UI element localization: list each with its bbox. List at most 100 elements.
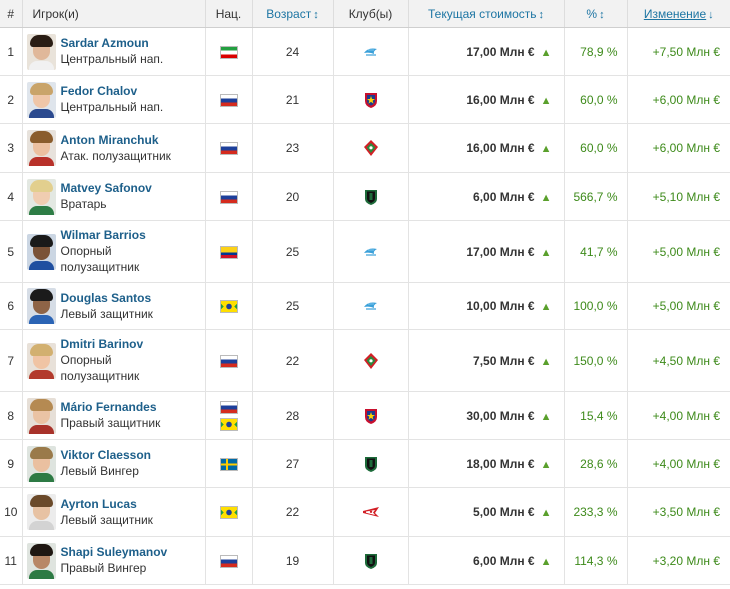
club-krasnodar-icon[interactable] [362, 553, 380, 569]
club-zenit-icon[interactable] [362, 298, 380, 312]
player-photo[interactable] [26, 178, 56, 215]
player-position: Опорный полузащитник [60, 244, 140, 274]
player-cell: Shapi Suleymanov Правый Вингер [22, 536, 206, 585]
player-cell: Douglas Santos Левый защитник [22, 282, 206, 330]
flag-brazil-icon [219, 300, 238, 314]
club-lokomotiv-icon[interactable] [362, 352, 380, 369]
club-cska-icon[interactable] [362, 408, 380, 424]
flag-russia-icon [219, 142, 238, 156]
row-number: 11 [0, 536, 23, 585]
value-change-cell: +5,00 Млн € [627, 282, 730, 330]
value-change-cell: +5,00 Млн € [627, 220, 730, 283]
player-photo[interactable] [26, 33, 56, 70]
player-name-link[interactable]: Wilmar Barrios [60, 228, 146, 242]
percent-change-cell: 78,9 % [564, 27, 628, 76]
club-cell [333, 536, 409, 585]
market-value[interactable]: 5,00 Млн € [473, 505, 535, 519]
percent-change-cell: 150,0 % [564, 329, 628, 392]
club-zenit-icon[interactable] [362, 44, 380, 58]
player-name-link[interactable]: Mário Fernandes [60, 400, 157, 414]
market-value[interactable]: 6,00 Млн € [473, 553, 535, 568]
market-value-cell: 10,00 Млн € ▲ [408, 282, 565, 330]
club-cell [333, 391, 409, 440]
player-name-link[interactable]: Sardar Azmoun [60, 36, 149, 50]
player-name-link[interactable]: Shapi Suleymanov [60, 545, 168, 559]
row-number: 1 [0, 27, 23, 76]
club-cell [333, 282, 409, 330]
player-photo[interactable] [26, 233, 56, 270]
market-value-cell: 17,00 Млн € ▲ [408, 27, 565, 76]
club-krasnodar-icon[interactable] [362, 189, 380, 205]
player-name-link[interactable]: Douglas Santos [60, 290, 152, 305]
sort-desc-icon: ↓ [708, 8, 714, 21]
market-value-cell: 6,00 Млн € ▲ [408, 172, 565, 221]
table-row: 7 Dmitri Barinov Опорный полузащитник 22 7,5… [0, 329, 730, 392]
flag-iran-icon [219, 45, 238, 59]
player-photo[interactable] [26, 81, 56, 118]
header-change-sort[interactable]: Изменение ↓ [627, 0, 730, 28]
market-value[interactable]: 17,00 Млн € [466, 44, 535, 59]
nationality-cell [205, 487, 253, 537]
flag-russia-icon [219, 400, 238, 414]
header-player: Игрок(и) [22, 0, 206, 28]
arrow-up-icon: ▲ [540, 143, 552, 155]
club-cell [333, 329, 409, 392]
row-number: 6 [0, 282, 23, 330]
player-cell: Sardar Azmoun Центральный нап. [22, 27, 206, 76]
table-row: 10 Ayrton Lucas Левый защитник 22 5,00 Млн €… [0, 487, 730, 537]
player-photo[interactable] [26, 342, 56, 379]
club-lokomotiv-icon[interactable] [362, 140, 380, 156]
player-name-link[interactable]: Anton Miranchuk [60, 132, 159, 147]
nationality-cell [205, 27, 253, 76]
arrow-up-icon: ▲ [540, 46, 552, 59]
market-value-cell: 5,00 Млн € ▲ [408, 487, 565, 537]
nationality-cell [205, 282, 253, 330]
age-cell: 24 [252, 27, 334, 76]
player-name-link[interactable]: Dmitri Barinov [60, 337, 144, 351]
sort-icon: ↕ [538, 8, 545, 21]
market-value-cell: 16,00 Млн € ▲ [408, 75, 565, 124]
market-value[interactable]: 30,00 Млн € [466, 408, 535, 423]
club-spartak-icon[interactable] [362, 504, 380, 518]
player-name-link[interactable]: Ayrton Lucas [60, 496, 137, 511]
row-number: 3 [0, 123, 23, 173]
player-photo[interactable] [26, 130, 56, 166]
player-photo[interactable] [26, 494, 56, 530]
market-value[interactable]: 18,00 Млн € [466, 456, 535, 471]
arrow-up-icon: ▲ [540, 410, 552, 423]
age-cell: 25 [252, 220, 334, 283]
player-photo[interactable] [26, 288, 56, 324]
header-pct-sort[interactable]: % ↕ [564, 0, 628, 28]
player-position: Правый защитник [60, 416, 161, 430]
flag-russia-icon [219, 554, 238, 568]
market-value[interactable]: 7,50 Млн € [473, 353, 535, 368]
club-krasnodar-icon[interactable] [362, 456, 380, 472]
player-name-link[interactable]: Matvey Safonov [60, 181, 152, 195]
player-photo[interactable] [26, 397, 56, 434]
player-name-link[interactable]: Viktor Claesson [60, 448, 151, 462]
nationality-cell [205, 391, 253, 440]
player-name-link[interactable]: Fedor Chalov [60, 84, 138, 98]
market-value[interactable]: 10,00 Млн € [466, 299, 535, 313]
market-value-cell: 7,50 Млн € ▲ [408, 329, 565, 392]
percent-change-cell: 566,7 % [564, 172, 628, 221]
player-position: Атак. полузащитник [60, 148, 171, 163]
club-zenit-icon[interactable] [362, 244, 380, 258]
header-value-sort[interactable]: Текущая стоимость ↕ [408, 0, 565, 28]
market-value[interactable]: 16,00 Млн € [466, 92, 535, 107]
club-cell [333, 439, 409, 488]
market-value[interactable]: 6,00 Млн € [473, 189, 535, 204]
nationality-cell [205, 439, 253, 488]
player-photo[interactable] [26, 542, 56, 579]
player-photo[interactable] [26, 445, 56, 482]
club-cska-icon[interactable] [362, 92, 380, 108]
value-change-cell: +7,50 Млн € [627, 27, 730, 76]
flag-colombia-icon [219, 245, 238, 259]
header-age-sort[interactable]: Возраст ↕ [252, 0, 334, 28]
player-cell: Ayrton Lucas Левый защитник [22, 487, 206, 537]
market-value[interactable]: 16,00 Млн € [466, 141, 535, 155]
market-value-cell: 6,00 Млн € ▲ [408, 536, 565, 585]
arrow-up-icon: ▲ [540, 555, 552, 568]
market-value[interactable]: 17,00 Млн € [466, 244, 535, 259]
flag-russia-icon [219, 93, 238, 107]
